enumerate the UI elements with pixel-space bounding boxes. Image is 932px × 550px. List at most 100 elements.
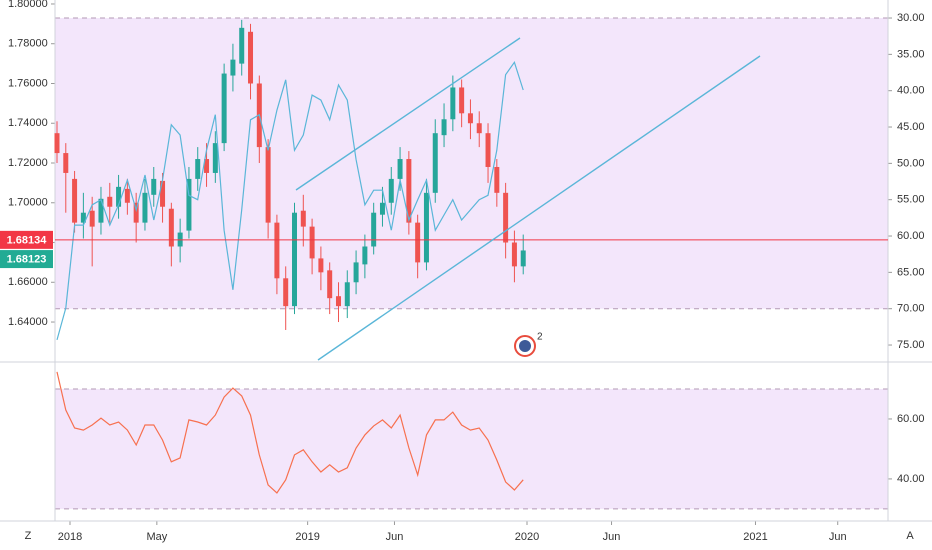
y-tick-label: 60.00 [897, 413, 925, 425]
candle-body [98, 198, 104, 223]
y-tick-label: 1.80000 [8, 0, 48, 10]
x-tick-label: 2021 [743, 531, 767, 543]
candle-body [344, 282, 350, 307]
candle-body [195, 159, 201, 179]
y-tick-label: 40.00 [897, 473, 925, 485]
price-label: 1.68123 [7, 253, 47, 265]
candle-body [450, 87, 456, 120]
labels-layer: 1.640001.660001.680001.700001.720001.740… [0, 0, 925, 543]
event-count: 2 [537, 332, 543, 343]
event-icon[interactable]: 2 [514, 332, 543, 357]
candle-body [168, 208, 174, 247]
candle-body [397, 159, 403, 179]
candle-body [318, 258, 324, 273]
price-label-box [0, 230, 53, 249]
candle-body [388, 178, 394, 203]
toolbar-left[interactable]: Z [18, 527, 38, 545]
button [18, 527, 38, 545]
candle-body [107, 196, 113, 207]
x-tick-label: Jun [386, 531, 404, 543]
candle-body [476, 123, 482, 134]
x-tick-label: 2019 [295, 531, 319, 543]
candle-body [432, 133, 438, 193]
y2-tick-label: 65.00 [897, 266, 925, 278]
y2-tick-label: 60.00 [897, 230, 925, 242]
candle-body [248, 31, 254, 84]
candle-body [485, 133, 491, 167]
candle-body [160, 180, 166, 207]
candle-body [204, 159, 210, 173]
y-tick-label: 1.66000 [8, 276, 48, 288]
marks-layer [54, 19, 888, 494]
candle-body [142, 192, 148, 223]
candle-body [230, 59, 236, 76]
candle-body [415, 222, 421, 263]
y2-tick-label: 40.00 [897, 85, 925, 97]
candle-body [186, 178, 192, 231]
candle-body [423, 192, 429, 263]
candle-body [441, 119, 447, 136]
x-tick-label: May [146, 531, 167, 543]
y2-tick-label: 55.00 [897, 194, 925, 206]
candle-body [283, 278, 289, 307]
candle-body [459, 87, 465, 114]
candle-body [511, 242, 517, 267]
candle-body [467, 113, 473, 124]
button-label: Z [25, 530, 32, 542]
candle-body [151, 178, 157, 195]
candle-body [221, 73, 227, 144]
y-tick-label: 1.70000 [8, 197, 48, 209]
candle-body [335, 296, 341, 307]
y-tick-label: 1.76000 [8, 77, 48, 89]
candle-body [116, 186, 122, 207]
y2-tick-label: 30.00 [897, 12, 925, 24]
candle-body [63, 153, 69, 173]
indicator-line [56, 60, 524, 341]
x-tick-label: Jun [603, 531, 621, 543]
candle-body [54, 133, 60, 154]
candle-body [379, 202, 385, 215]
button-label: A [906, 530, 914, 542]
y2-tick-label: 75.00 [897, 339, 925, 351]
candle-body [362, 246, 368, 265]
trend-line [317, 55, 761, 361]
candle-body [265, 147, 271, 223]
y-tick-label: 1.64000 [8, 316, 48, 328]
y2-tick-label: 70.00 [897, 303, 925, 315]
background-layer [51, 3, 892, 525]
candle-body [327, 270, 333, 299]
candle-body [89, 210, 95, 227]
toolbar-right[interactable]: A [900, 527, 920, 545]
candle-body [371, 212, 377, 247]
price-label: 1.68134 [7, 234, 48, 246]
trend-line [295, 37, 521, 191]
candle-body [494, 166, 500, 193]
oscillator-line [56, 371, 524, 494]
candle-body [292, 212, 298, 307]
candle-body [353, 262, 359, 283]
band [55, 388, 888, 509]
candle-body [274, 222, 280, 279]
button [900, 527, 920, 545]
event-flag [519, 340, 531, 352]
band [55, 18, 888, 309]
x-tick-label: 2018 [58, 531, 82, 543]
x-tick-label: 2020 [515, 531, 539, 543]
candle-body [520, 250, 526, 267]
y2-tick-label: 50.00 [897, 157, 925, 169]
x-tick-label: Jun [829, 531, 847, 543]
candle-body [133, 202, 139, 223]
y-tick-label: 1.74000 [8, 117, 48, 129]
candle-body [239, 27, 245, 64]
candle-body [503, 192, 509, 243]
y-tick-label: 1.78000 [8, 38, 48, 50]
candle-body [124, 188, 130, 203]
candle-body [300, 210, 306, 227]
candle-body [80, 212, 86, 223]
candle-body [72, 178, 78, 223]
y-tick-label: 1.72000 [8, 157, 48, 169]
y2-tick-label: 45.00 [897, 121, 925, 133]
candle-body [309, 226, 315, 259]
candle-body [212, 143, 218, 173]
